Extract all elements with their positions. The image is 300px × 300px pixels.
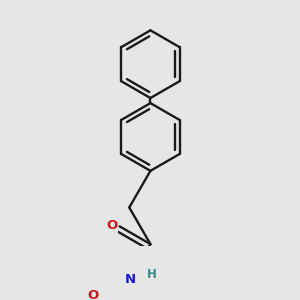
Text: O: O [87, 289, 98, 300]
Text: H: H [147, 268, 157, 281]
Text: N: N [124, 273, 136, 286]
Text: O: O [106, 219, 118, 232]
